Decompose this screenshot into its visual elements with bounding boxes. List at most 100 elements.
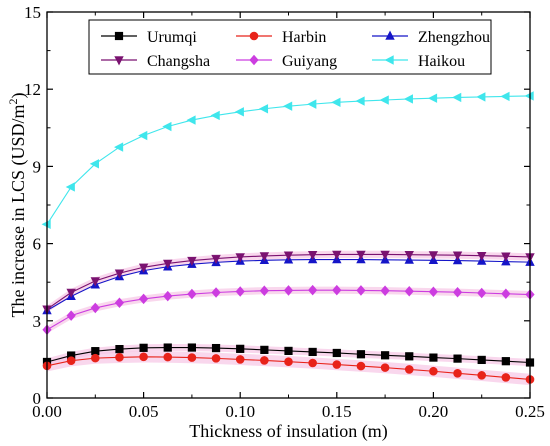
data-point-guiyang xyxy=(332,284,342,296)
data-point-urumqi xyxy=(163,343,172,352)
data-point-guiyang xyxy=(66,310,76,321)
data-point-haikou xyxy=(113,142,124,152)
data-point-haikou xyxy=(138,130,148,141)
data-point-harbin xyxy=(429,366,438,376)
data-point-harbin xyxy=(404,365,414,374)
data-point-guiyang xyxy=(211,287,221,298)
series-harbin xyxy=(42,352,535,384)
data-point-guiyang xyxy=(139,293,149,305)
data-point-haikou xyxy=(355,96,365,106)
data-point-harbin xyxy=(284,357,293,367)
legend-item-guiyang: Guiyang xyxy=(236,53,337,70)
y-tick-label: 15 xyxy=(24,3,41,22)
axis-ticks xyxy=(46,11,531,399)
data-point-harbin xyxy=(308,358,317,368)
data-point-changsha xyxy=(404,250,414,261)
data-point-harbin xyxy=(187,353,197,362)
data-point-haikou xyxy=(452,92,462,103)
data-point-guiyang xyxy=(283,285,294,296)
legend-item-harbin: Harbin xyxy=(236,29,326,46)
data-point-changsha xyxy=(66,288,76,298)
legend-marker-guiyang xyxy=(249,54,259,66)
data-point-changsha xyxy=(90,277,100,287)
data-point-changsha xyxy=(259,252,270,262)
y-axis-title-superscript: 2 xyxy=(6,99,20,105)
data-point-haikou xyxy=(234,107,244,117)
legend-box xyxy=(88,19,492,75)
y-axis-title-end: ) xyxy=(8,93,29,99)
data-point-changsha xyxy=(235,253,245,263)
data-point-urumqi xyxy=(477,355,486,365)
data-point-urumqi xyxy=(356,350,366,359)
data-point-harbin xyxy=(163,352,173,362)
legend-label: Urumqi xyxy=(147,29,197,46)
legend-item-changsha: Changsha xyxy=(101,53,210,70)
data-point-guiyang xyxy=(428,286,438,297)
data-point-urumqi xyxy=(308,347,317,357)
legend-label: Guiyang xyxy=(282,53,337,70)
series-layer xyxy=(41,91,535,384)
data-point-changsha xyxy=(283,251,294,261)
data-point-changsha xyxy=(307,250,318,261)
data-point-changsha xyxy=(114,269,125,279)
legend-label: Haikou xyxy=(418,53,465,70)
data-point-changsha xyxy=(380,250,390,260)
data-point-harbin xyxy=(211,354,221,363)
legend-item-zhengzhou: Zhengzhou xyxy=(372,29,490,46)
data-point-harbin xyxy=(139,352,148,362)
data-point-changsha xyxy=(452,251,463,261)
data-point-haikou xyxy=(283,101,293,111)
data-point-haikou xyxy=(403,94,413,104)
data-point-changsha xyxy=(356,250,366,260)
data-point-changsha xyxy=(163,259,173,269)
legend-marker-urumqi xyxy=(114,31,124,41)
x-tick-label: 0.25 xyxy=(515,402,545,421)
data-point-harbin xyxy=(380,363,390,372)
y-tick-label: 0 xyxy=(33,389,42,408)
data-point-haikou xyxy=(89,159,99,169)
legend-label: Zhengzhou xyxy=(418,29,490,46)
axis-tick-labels: 0.00 0.05 0.10 0.15 0.20 0.25 0 3 6 9 12 15 xyxy=(24,3,545,421)
y-tick-label: 6 xyxy=(33,235,42,254)
series-line-haikou xyxy=(46,95,531,225)
data-point-urumqi xyxy=(211,343,221,353)
data-point-changsha xyxy=(211,254,221,264)
data-point-haikou xyxy=(210,110,220,121)
data-point-haikou xyxy=(307,99,317,109)
data-point-urumqi xyxy=(453,354,462,363)
legend-marker-changsha xyxy=(114,56,124,66)
data-point-guiyang xyxy=(308,284,318,296)
data-point-changsha xyxy=(332,250,342,260)
x-tick-label: 0.05 xyxy=(129,402,159,421)
x-tick-label: 0.00 xyxy=(32,402,62,421)
y-tick-label: 12 xyxy=(24,80,41,99)
data-point-haikou xyxy=(524,91,534,101)
data-point-harbin xyxy=(91,353,100,363)
legend-marker-haikou xyxy=(384,55,394,65)
data-point-changsha xyxy=(477,251,487,262)
data-point-haikou xyxy=(258,104,269,114)
series-changsha xyxy=(42,250,535,315)
data-point-changsha xyxy=(428,251,439,261)
data-point-guiyang xyxy=(90,302,100,314)
legend-item-haikou: Haikou xyxy=(372,53,465,70)
legend-marker-zhengzhou xyxy=(385,30,395,40)
data-point-urumqi xyxy=(260,345,269,354)
y-axis-title-main: The increase in LCS (USD/m xyxy=(8,105,29,318)
y-tick-label: 3 xyxy=(33,312,42,331)
data-point-harbin xyxy=(501,373,511,382)
data-point-haikou xyxy=(500,91,510,102)
data-point-harbin xyxy=(66,356,76,365)
series-urumqi xyxy=(42,343,535,367)
data-point-harbin xyxy=(260,356,269,365)
data-point-haikou xyxy=(427,93,438,103)
data-point-urumqi xyxy=(139,343,148,352)
data-point-haikou xyxy=(476,92,486,102)
x-tick-label: 0.15 xyxy=(322,402,352,421)
legend-marker-harbin xyxy=(249,31,259,41)
data-point-haikou xyxy=(186,115,196,125)
data-point-urumqi xyxy=(501,357,510,366)
data-point-urumqi xyxy=(332,348,341,358)
data-point-changsha xyxy=(501,252,511,262)
